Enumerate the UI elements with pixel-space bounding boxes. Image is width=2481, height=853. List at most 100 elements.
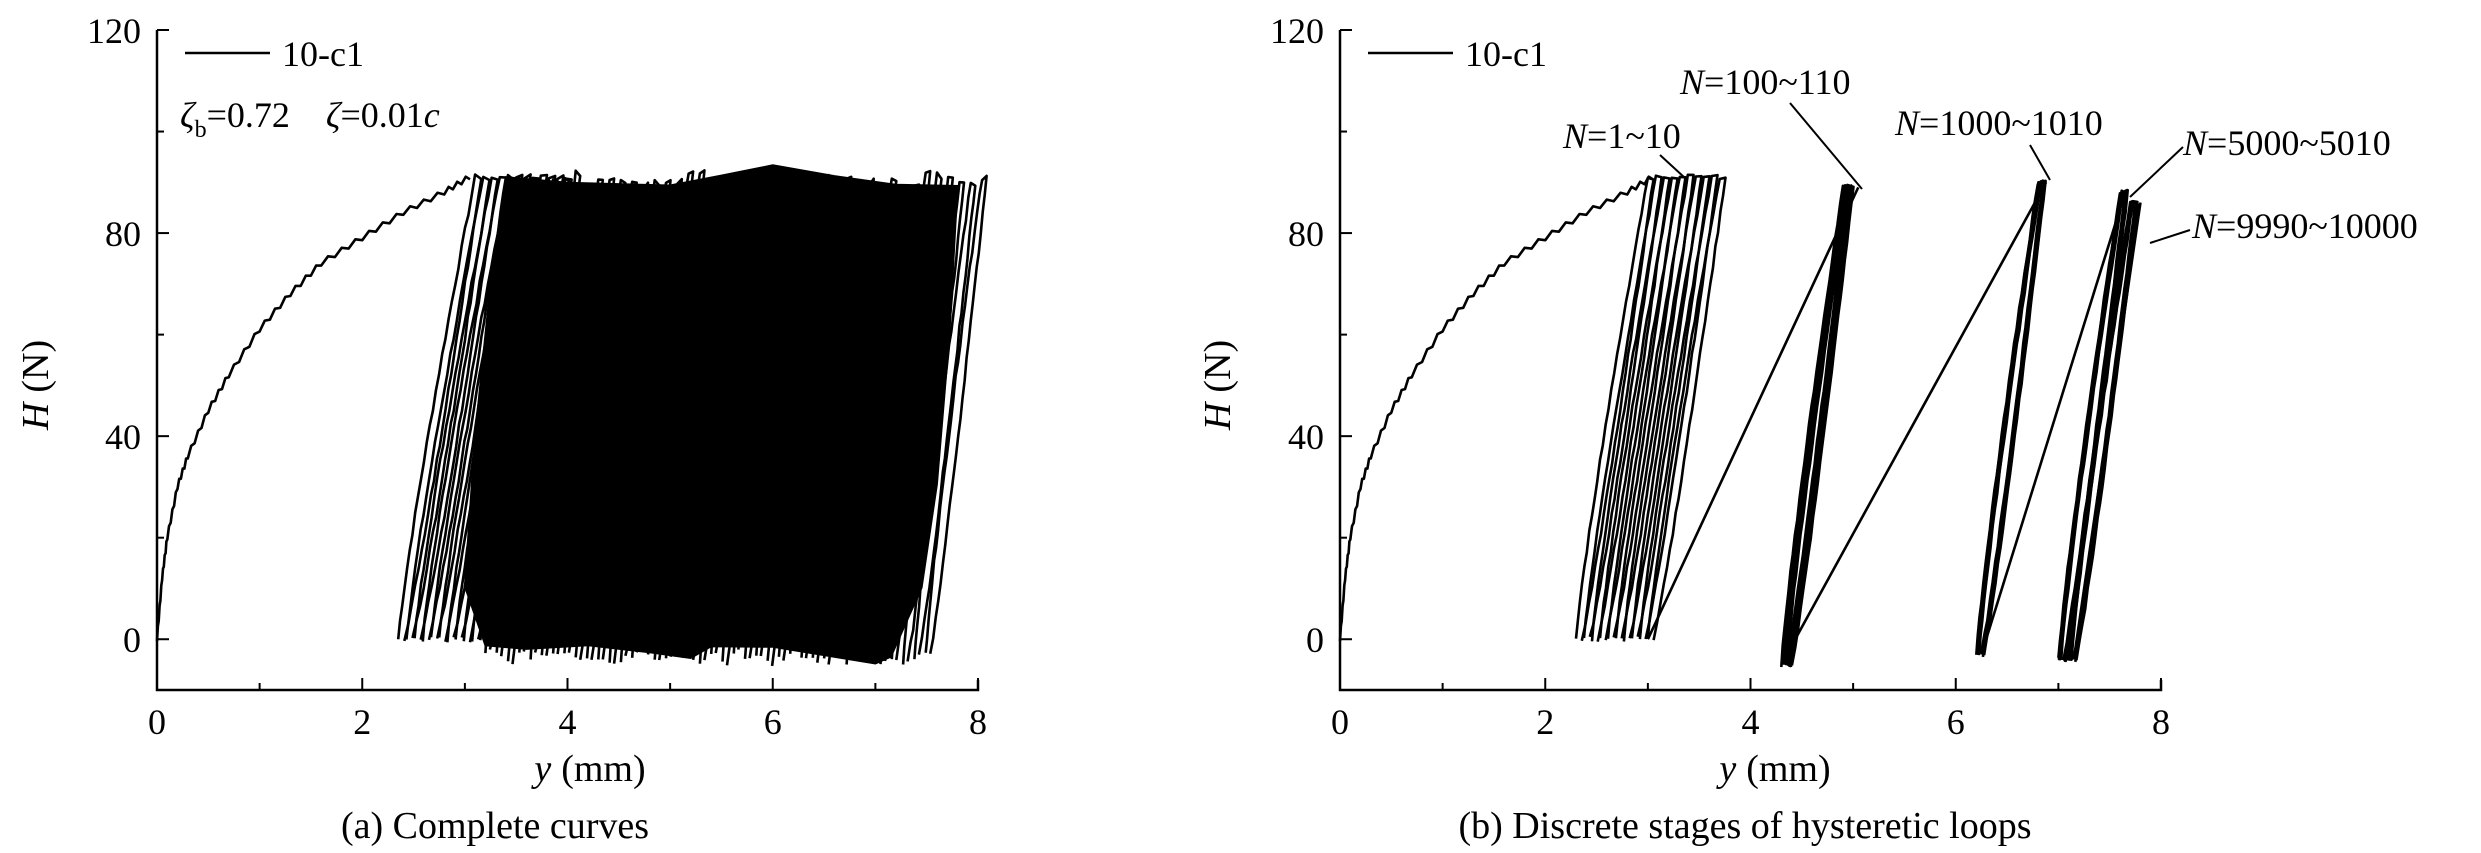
- cycle-loop: [709, 187, 774, 654]
- stage-0-loop: [1582, 174, 1663, 639]
- panel-b-y-axis-title: H (N): [1197, 340, 1239, 431]
- cycle-loop: [879, 171, 943, 665]
- cycle-loop: [413, 176, 499, 640]
- panel-a-x-tick-label: 2: [353, 702, 371, 742]
- cycle-loop: [755, 179, 819, 657]
- stage-0-loop: [1638, 173, 1719, 640]
- cycle-loop: [687, 188, 751, 661]
- cycle-loop: [585, 181, 650, 661]
- stage-label-n100-110: N=100~110: [1679, 62, 1850, 102]
- panel-a-x-tick-label: 6: [764, 702, 782, 742]
- cycle-loop: [743, 175, 808, 660]
- panel-b-caption: (b) Discrete stages of hysteretic loops: [1459, 805, 2032, 847]
- panel-b-plot-area: [1338, 173, 2142, 668]
- zeta-value: =0.01: [340, 95, 423, 135]
- stage-4-loop: [2070, 202, 2140, 661]
- cycle-loop: [890, 175, 955, 661]
- cycle-loop: [676, 191, 740, 658]
- panel-a-y-tick-label: 40: [105, 417, 141, 457]
- cycle-loop: [901, 180, 966, 665]
- stage-leader-n100-110: [1789, 102, 1863, 190]
- panel-a-y-tick-label: 120: [87, 11, 141, 51]
- panel-a-y-unit: (N): [15, 340, 57, 393]
- cycle-loop: [800, 180, 864, 659]
- stage-0-loop: [1622, 174, 1703, 642]
- panel-a-caption: (a) Complete curves: [341, 805, 649, 847]
- panel-a-y-tick-label: 0: [123, 620, 141, 660]
- cycle-loop: [924, 174, 988, 654]
- panel-b-x-tick-label: 2: [1536, 702, 1554, 742]
- cycle-loop: [574, 180, 638, 661]
- stage-connector: [1780, 181, 2048, 666]
- panel-b-y-unit: (N): [1197, 340, 1239, 393]
- zeta-unit: c: [424, 95, 440, 135]
- stage-label-n1-10: N=1~10: [1562, 116, 1681, 156]
- cycle-loop: [653, 177, 717, 661]
- panel-a-plot-area: [155, 164, 988, 667]
- panel-a-x-tick-label: 0: [148, 702, 166, 742]
- cycle-loop: [732, 180, 796, 654]
- stage-1-loop: [1785, 184, 1855, 666]
- stage-leader-n5000-5010: [2129, 146, 2184, 198]
- stage-connector: [2072, 202, 2142, 660]
- cycle-loop: [597, 178, 661, 660]
- stage-0-loop: [1630, 175, 1711, 639]
- panel-a-params: ζb=0.72 ζ=0.01c: [180, 95, 440, 143]
- cycle-loop: [396, 173, 483, 642]
- cycle-loop: [495, 178, 559, 657]
- cycle-loop: [484, 188, 548, 654]
- stage-leader-n9990-10000: [2149, 229, 2191, 244]
- cycle-loop: [766, 173, 830, 667]
- stage-0-loop: [1646, 176, 1727, 641]
- stage-leader-n1-10: [1659, 154, 1686, 179]
- panel-a-y-var: H: [15, 400, 57, 431]
- cycle-loop: [642, 169, 706, 655]
- cycle-loop: [563, 178, 627, 654]
- panel-b-x-tick-label: 4: [1742, 702, 1760, 742]
- panel-b-y-tick-label: 120: [1270, 11, 1324, 51]
- cycle-loop: [811, 177, 875, 663]
- stage-connector: [1980, 192, 2127, 655]
- stage-label-n9990-10000: N=9990~10000: [2191, 206, 2418, 246]
- stage-0-loop: [1614, 173, 1695, 639]
- panel-b-x-axis-title: y (mm): [1715, 748, 1830, 790]
- cycle-loop: [421, 175, 508, 642]
- panel-a-x-axis-title: y (mm): [530, 748, 645, 790]
- cycle-loop: [867, 169, 932, 661]
- stage-0-loop: [1574, 176, 1655, 642]
- panel-b-y-var: H: [1197, 400, 1239, 431]
- panel-b-x-tick-label: 8: [2152, 702, 2170, 742]
- cycle-loop: [551, 177, 616, 655]
- zeta-symbol: ζ: [326, 95, 343, 135]
- panel-a-y-axis-title: H (N): [15, 340, 57, 431]
- panel-a-x-var: y: [530, 748, 551, 790]
- panel-a-x-tick-label: 8: [969, 702, 987, 742]
- cycle-loop: [540, 178, 605, 656]
- stage-leader-n1000-1010: [2029, 144, 2051, 181]
- panel-b-x-tick-label: 0: [1331, 702, 1349, 742]
- panel-b-y-tick-label: 80: [1288, 214, 1324, 254]
- panel-a-x-unit: (mm): [561, 748, 645, 790]
- stage-0-loop: [1590, 176, 1671, 642]
- zeta-b-symbol: ζ: [180, 95, 197, 135]
- panel-a-x-tick-label: 4: [559, 702, 577, 742]
- stage-label-n1000-1010: N=1000~1010: [1894, 103, 2103, 143]
- cycle-loop: [630, 170, 695, 658]
- panel-a-y-tick-label: 80: [105, 214, 141, 254]
- cycle-loop: [664, 179, 729, 659]
- stage-0-loop: [1598, 176, 1679, 641]
- panel-b-x-tick-label: 6: [1947, 702, 1965, 742]
- panel-b-x-var: y: [1715, 748, 1736, 790]
- zeta-b-subscript: b: [195, 117, 207, 143]
- cycle-loop: [822, 191, 887, 665]
- cycle-loop: [856, 183, 921, 658]
- panel-b-loading-curve: [1338, 175, 1654, 642]
- stage-label-n5000-5010: N=5000~5010: [2182, 123, 2391, 163]
- stage-2-loop: [1976, 183, 2046, 658]
- panel-a-legend-label: 10-c1: [282, 34, 364, 74]
